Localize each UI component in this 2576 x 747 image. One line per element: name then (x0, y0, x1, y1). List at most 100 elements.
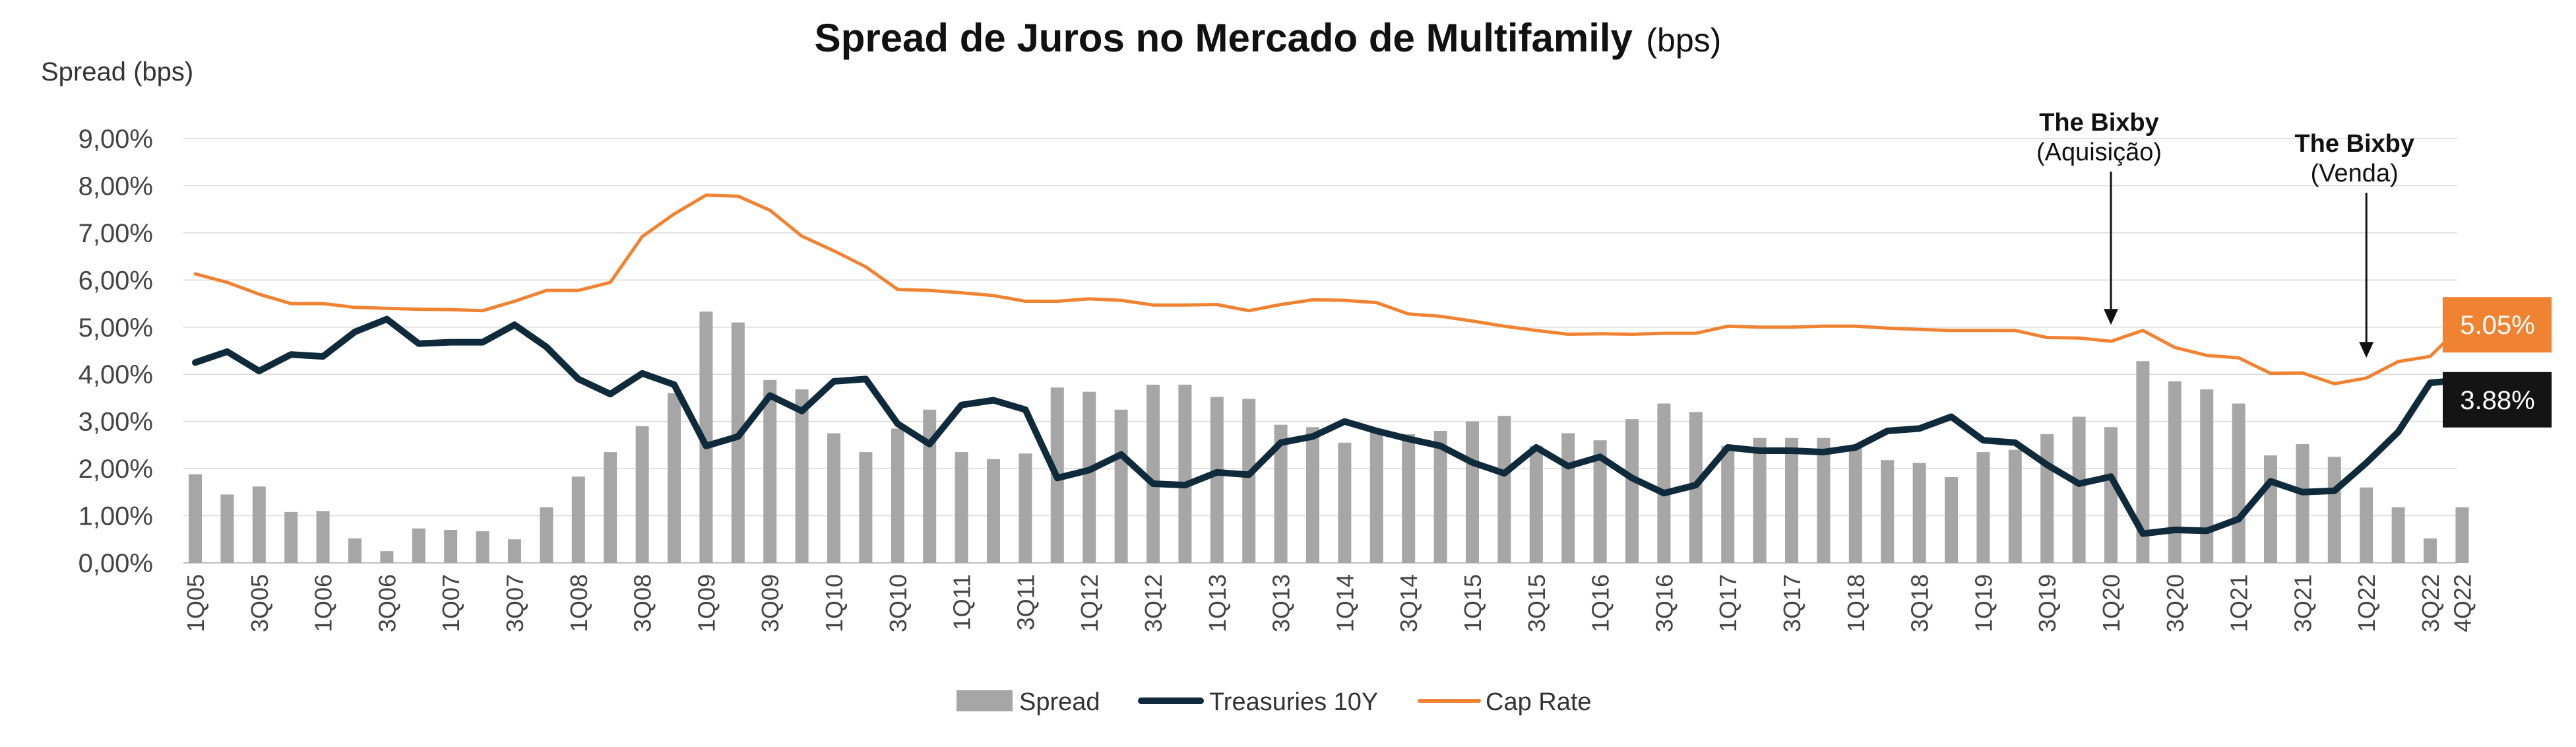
x-tick-label: 1Q08 (565, 574, 592, 632)
spread-bar (1848, 446, 1862, 563)
x-tick-label: 3Q19 (2034, 574, 2061, 632)
spread-bar (1338, 442, 1352, 563)
legend: Spread Treasuries 10Y Cap Rate (957, 688, 1592, 716)
x-tick-label: 1Q05 (182, 574, 209, 632)
spread-bar (2327, 457, 2341, 563)
spread-bar (1529, 445, 1543, 563)
x-tick-label: 1Q07 (437, 574, 464, 632)
spread-bar (2391, 507, 2405, 563)
x-tick-label: 4Q22 (2449, 574, 2476, 632)
x-tick-labels: 1Q05 3Q05 1Q06 3Q06 1Q07 3Q07 1Q08 3Q08 1Q09 3Q09… (182, 574, 2476, 632)
spread-bar (2360, 487, 2373, 563)
x-tick-label: 3Q06 (373, 574, 400, 632)
end-label-text: 5.05% (2460, 311, 2534, 340)
spread-bar (1019, 453, 1032, 563)
spread-bar (1178, 384, 1192, 563)
x-tick-label: 3Q21 (2289, 574, 2316, 632)
spread-bar (1210, 397, 1224, 563)
y-tick-label: 3,00% (79, 408, 153, 437)
spread-bar (731, 322, 745, 563)
spread-bar (1466, 421, 1479, 563)
y-tick-labels: 0,00% 1,00% 2,00% 3,00% 4,00% 5,00% 6,00% 7,00%… (79, 125, 153, 578)
x-tick-label: 1Q09 (693, 574, 720, 632)
spread-bar (1402, 434, 1416, 563)
x-tick-label: 3Q16 (1650, 574, 1678, 632)
x-tick-label: 3Q07 (501, 574, 528, 632)
x-tick-label: 1Q06 (310, 574, 337, 632)
spread-bar (380, 551, 394, 563)
y-tick-label: 5,00% (79, 313, 153, 342)
legend-label: Spread (1019, 688, 1100, 716)
spread-bar (476, 531, 489, 563)
chart-title: Spread de Juros no Mercado de Multifamil… (815, 16, 1722, 60)
annotation-title: The Bixby (2294, 130, 2414, 158)
y-tick-label: 7,00% (79, 219, 153, 248)
x-tick-label: 1Q21 (2226, 574, 2253, 632)
spread-bar (2104, 427, 2118, 563)
x-tick-label: 1Q14 (1331, 574, 1358, 632)
annotation-arrowhead (2104, 309, 2118, 325)
x-tick-label: 1Q20 (2098, 574, 2125, 632)
y-axis-label: Spread (bps) (41, 57, 193, 86)
gridlines (183, 138, 2457, 564)
spread-bar (1147, 384, 1160, 563)
chart-title-main: Spread de Juros no Mercado de Multifamil… (815, 16, 1633, 60)
x-tick-label: 1Q17 (1714, 574, 1742, 632)
spread-bar (699, 311, 713, 563)
x-tick-label: 3Q13 (1268, 574, 1295, 632)
x-tick-label: 1Q19 (1970, 574, 1997, 632)
spread-bar (1945, 476, 1958, 563)
legend-swatch-spread (957, 690, 1013, 711)
annotation-arrowhead (2359, 342, 2374, 358)
spread-bar (2455, 507, 2469, 563)
spread-bar (2200, 389, 2214, 563)
spread-bar (2232, 403, 2246, 563)
x-tick-label: 3Q15 (1523, 574, 1550, 632)
spread-bar (444, 529, 458, 563)
cap-rate-line (193, 193, 2464, 385)
spread-bar (2040, 434, 2054, 563)
spread-bar (1497, 416, 1511, 563)
x-tick-label: 3Q05 (246, 574, 273, 632)
spread-bar (1274, 424, 1288, 563)
spread-bar (1306, 427, 1319, 563)
spread-bar (284, 511, 298, 563)
legend-label: Cap Rate (1486, 688, 1592, 716)
legend-label: Treasuries 10Y (1209, 688, 1378, 716)
x-tick-label: 3Q11 (1012, 574, 1039, 630)
spread-bar (891, 428, 904, 563)
end-label-box (2443, 372, 2552, 428)
x-tick-label: 3Q17 (1778, 574, 1806, 632)
spread-bar (635, 426, 649, 563)
spread-bar (316, 511, 330, 563)
spread-bar (1881, 460, 1895, 563)
x-tick-label: 3Q18 (1906, 574, 1933, 632)
spread-bar (763, 379, 777, 563)
spread-bar (955, 452, 968, 563)
spread-bar (2296, 443, 2309, 563)
x-tick-label: 1Q12 (1076, 574, 1103, 632)
y-tick-label: 4,00% (79, 360, 153, 389)
spread-bar (189, 474, 202, 563)
spread-bar (1433, 430, 1447, 563)
spread-bar (1083, 391, 1096, 563)
x-tick-label: 1Q11 (949, 574, 976, 630)
annotations: The Bixby(Aquisição) The Bixby(Venda) (2036, 109, 2414, 358)
y-tick-label: 9,00% (79, 125, 153, 154)
y-tick-label: 2,00% (79, 455, 153, 484)
annotation-subtitle: (Aquisição) (2036, 139, 2162, 166)
x-tick-label: 3Q09 (757, 574, 784, 632)
spread-bar (2424, 538, 2437, 563)
spread-bar (987, 459, 1000, 563)
series-lines (192, 193, 2466, 537)
spread-bar (1721, 445, 1735, 563)
x-tick-label: 1Q18 (1842, 574, 1869, 632)
y-tick-label: 6,00% (79, 266, 153, 295)
spread-bar (508, 539, 521, 563)
spread-bar (1561, 433, 1575, 563)
x-tick-label: 1Q15 (1459, 574, 1486, 632)
spread-bar (252, 486, 266, 563)
spread-bar (2008, 449, 2022, 563)
spread-bar (540, 507, 553, 563)
annotation-title: The Bixby (2039, 109, 2159, 137)
